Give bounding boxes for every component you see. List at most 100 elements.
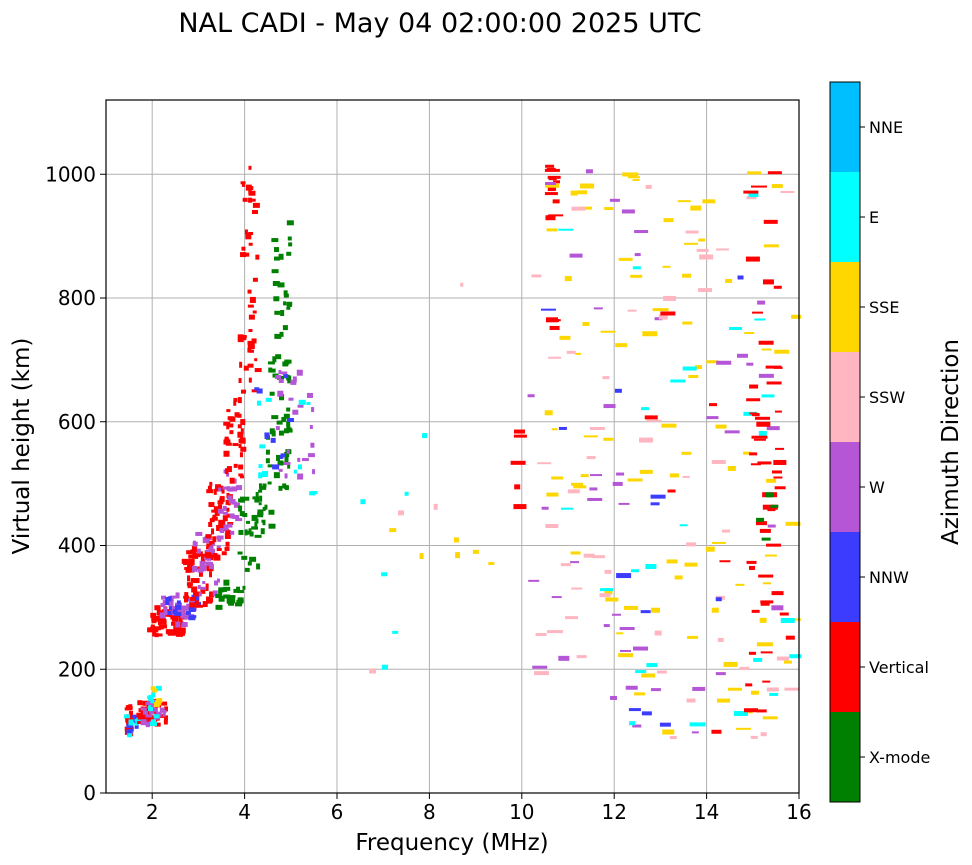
data-point	[273, 296, 280, 302]
data-point	[125, 705, 130, 710]
data-point	[751, 609, 760, 613]
data-point	[219, 528, 225, 533]
data-point	[586, 456, 596, 460]
data-point	[670, 379, 686, 383]
data-point	[544, 410, 553, 416]
data-point	[163, 715, 168, 721]
data-point	[545, 164, 555, 168]
data-point	[369, 668, 377, 674]
data-point	[628, 708, 641, 712]
data-point	[297, 404, 304, 408]
data-point	[560, 563, 571, 567]
data-point	[236, 485, 243, 491]
data-point	[277, 282, 285, 288]
data-point	[762, 279, 774, 285]
data-point	[202, 601, 208, 608]
y-axis-label: Virtual height (km)	[9, 338, 35, 555]
data-point	[189, 602, 196, 608]
data-point	[573, 485, 587, 489]
data-point	[126, 723, 133, 728]
data-point	[645, 184, 652, 189]
data-point	[269, 391, 275, 396]
data-point	[248, 377, 252, 383]
data-point	[748, 651, 756, 655]
data-point	[242, 512, 248, 517]
data-point	[286, 251, 292, 256]
data-point	[605, 597, 619, 602]
data-point	[644, 415, 658, 420]
data-point	[791, 314, 802, 319]
colorbar-segment	[830, 262, 860, 352]
data-point	[698, 288, 713, 293]
data-point	[274, 247, 280, 253]
data-point	[237, 551, 243, 555]
data-point	[145, 714, 153, 718]
data-point	[153, 714, 160, 719]
data-point	[256, 388, 263, 394]
data-point	[140, 719, 147, 726]
data-point	[662, 265, 671, 268]
data-point	[212, 514, 217, 519]
data-point	[244, 496, 250, 501]
data-point	[248, 528, 252, 535]
data-point	[218, 487, 222, 492]
data-point	[273, 472, 280, 479]
colorbar-tick-label: NNW	[869, 568, 909, 587]
data-point	[758, 373, 774, 378]
data-point	[603, 624, 610, 628]
data-point	[297, 464, 302, 470]
data-point	[242, 585, 246, 590]
data-point	[746, 560, 757, 564]
data-point	[656, 670, 667, 674]
data-point	[681, 451, 692, 455]
data-point	[767, 524, 776, 528]
data-point	[208, 564, 214, 570]
colorbar: X-mode Vertical NNW W SSW SSE E NNE	[829, 81, 930, 803]
data-point	[218, 504, 223, 510]
data-point	[183, 598, 188, 603]
data-point	[188, 606, 196, 612]
data-point	[233, 397, 238, 402]
colorbar-tick-label: W	[869, 478, 885, 497]
data-point	[282, 361, 289, 367]
data-point	[651, 607, 661, 613]
data-point	[559, 335, 571, 340]
data-point	[674, 575, 683, 580]
data-point	[532, 665, 548, 669]
data-point	[224, 532, 231, 539]
data-point	[129, 710, 133, 716]
data-point	[163, 719, 168, 725]
data-point	[634, 253, 641, 257]
data-point	[198, 592, 202, 597]
data-point	[207, 557, 212, 561]
data-point	[696, 248, 709, 252]
data-point	[225, 468, 229, 475]
data-point	[218, 519, 226, 526]
data-point	[589, 487, 598, 491]
data-point	[158, 624, 164, 630]
data-point	[251, 198, 256, 202]
data-point	[147, 700, 152, 705]
data-point	[189, 561, 194, 567]
colorbar-tick-label: SSE	[869, 298, 899, 317]
data-point	[682, 366, 697, 371]
data-point	[127, 733, 133, 738]
data-point	[752, 413, 760, 417]
x-tick-label: 16	[786, 800, 811, 824]
data-point	[535, 633, 547, 637]
data-point	[686, 542, 697, 547]
data-point	[663, 295, 677, 301]
data-point	[147, 696, 154, 700]
data-point	[248, 242, 253, 246]
data-point	[175, 604, 182, 610]
data-point	[223, 579, 230, 586]
data-point	[238, 464, 244, 470]
data-point	[632, 266, 641, 270]
data-point	[226, 597, 232, 604]
data-point	[256, 563, 261, 570]
data-point	[233, 400, 237, 406]
data-point	[548, 176, 557, 181]
data-point	[188, 615, 196, 621]
data-point	[238, 473, 244, 477]
